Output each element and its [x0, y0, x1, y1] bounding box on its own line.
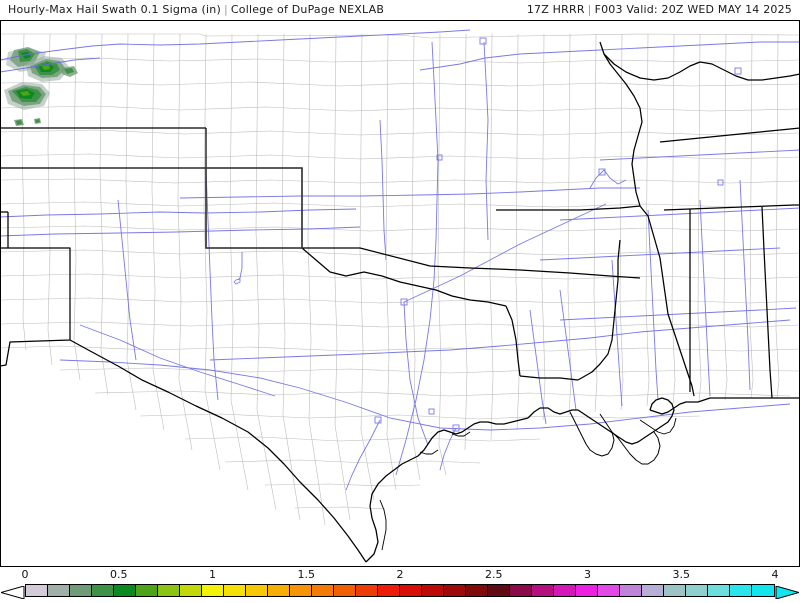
colorbar-segment	[400, 585, 422, 596]
colorbar-segment	[136, 585, 158, 596]
colorbar-segment	[488, 585, 510, 596]
map-panel[interactable]	[0, 20, 800, 567]
header-bar: Hourly-Max Hail Swath 0.1 Sigma (in) | Col…	[0, 0, 800, 20]
colorbar-tick-label: 1	[209, 568, 216, 581]
state-border-emphasis	[205, 167, 303, 249]
colorbar-tick-label: 3	[584, 568, 591, 581]
highway-network	[0, 29, 800, 491]
colorbar-segment	[312, 585, 334, 596]
colorbar-segment	[422, 585, 444, 596]
colorbar-segment	[730, 585, 752, 596]
county-lines	[0, 33, 800, 526]
colorbar-segment	[752, 585, 774, 596]
colorbar-segment	[268, 585, 290, 596]
colorbar-segment	[334, 585, 356, 596]
colorbar-under-arrow	[0, 584, 25, 600]
colorbar-gradient	[25, 584, 775, 597]
colorbar-tick-label: 2	[396, 568, 404, 581]
colorbar-segment	[554, 585, 576, 596]
colorbar-segment	[510, 585, 532, 596]
colorbar-segment	[466, 585, 488, 596]
colorbar-tick-label: 1.5	[297, 568, 316, 581]
colorbar-segment	[26, 585, 48, 596]
colorbar-segment	[202, 585, 224, 596]
colorbar: 0 0.5 1 1.5 2 2.5 3 3.5 4	[0, 567, 800, 600]
colorbar-segment	[664, 585, 686, 596]
colorbar-segment	[378, 585, 400, 596]
colorbar-segment	[70, 585, 92, 596]
header-separator-1: |	[223, 3, 228, 16]
colorbar-segment	[686, 585, 708, 596]
state-borders	[0, 41, 800, 563]
header-left-text: Hourly-Max Hail Swath 0.1 Sigma (in) | Col…	[8, 3, 384, 16]
colorbar-segment	[532, 585, 554, 596]
map-border-frame	[0, 20, 800, 567]
hail-swath-overlay	[4, 47, 78, 126]
colorbar-segment	[290, 585, 312, 596]
colorbar-tick-label: 3.5	[672, 568, 691, 581]
product-title: Hourly-Max Hail Swath 0.1 Sigma (in)	[8, 3, 221, 16]
colorbar-segment	[180, 585, 202, 596]
colorbar-tick-label: 0	[21, 568, 29, 581]
colorbar-segment	[708, 585, 730, 596]
colorbar-tick-label: 0.5	[110, 568, 128, 581]
colorbar-segment	[620, 585, 642, 596]
colorbar-segment	[356, 585, 378, 596]
colorbar-segment	[576, 585, 598, 596]
colorbar-segment	[114, 585, 136, 596]
colorbar-segment	[224, 585, 246, 596]
colorbar-segment	[598, 585, 620, 596]
colorbar-segment	[92, 585, 114, 596]
colorbar-segment	[444, 585, 466, 596]
colorbar-segment	[48, 585, 70, 596]
colorbar-segment	[642, 585, 664, 596]
colorbar-segment	[158, 585, 180, 596]
colorbar-tick-label: 4	[771, 568, 779, 581]
header-right-text: 17Z HRRR | F003 Valid: 20Z WED MAY 14 2025	[527, 3, 792, 16]
map-graphic	[0, 20, 800, 567]
colorbar-segment	[246, 585, 268, 596]
header-separator-2: |	[587, 3, 592, 16]
colorbar-over-arrow	[775, 584, 800, 600]
colorbar-tick-labels: 0 0.5 1 1.5 2 2.5 3 3.5 4	[0, 567, 800, 583]
colorbar-tick-label: 2.5	[485, 568, 503, 581]
valid-time-label: F003 Valid: 20Z WED MAY 14 2025	[594, 3, 792, 16]
data-source-label: College of DuPage NEXLAB	[230, 3, 385, 16]
model-cycle-label: 17Z HRRR	[526, 3, 585, 16]
